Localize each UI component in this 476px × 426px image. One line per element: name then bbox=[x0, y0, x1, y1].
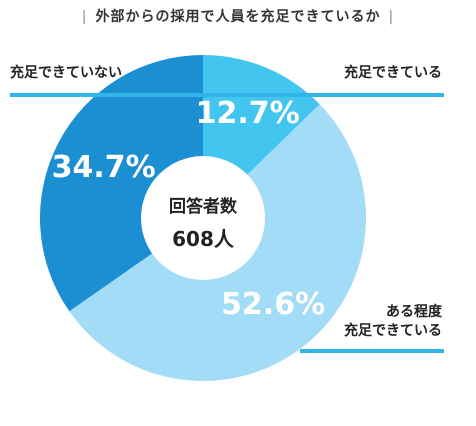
category-label: ある程度充足できている bbox=[344, 303, 443, 339]
category-label: 充足できていない bbox=[10, 64, 122, 81]
leader-lines bbox=[10, 93, 444, 353]
center-label-count: 608人 bbox=[172, 227, 235, 251]
chart-title: | 外部からの採用で人員を充足できているか | bbox=[0, 6, 476, 26]
value-labels: 12.7% 52.6% 34.7% bbox=[52, 96, 325, 322]
center-label-title: 回答者数 bbox=[169, 196, 238, 217]
chart-title-text: 外部からの採用で人員を充足できているか bbox=[95, 9, 381, 25]
title-bar-right: | bbox=[388, 9, 395, 25]
slice-value-label: 34.7% bbox=[52, 150, 156, 185]
category-label: 充足できている bbox=[344, 64, 442, 81]
slice-value-label: 12.7% bbox=[196, 96, 300, 131]
donut-slice bbox=[39, 55, 203, 312]
slice-value-label: 52.6% bbox=[221, 287, 325, 322]
title-bar-left: | bbox=[81, 9, 88, 25]
center-circle bbox=[141, 156, 265, 280]
